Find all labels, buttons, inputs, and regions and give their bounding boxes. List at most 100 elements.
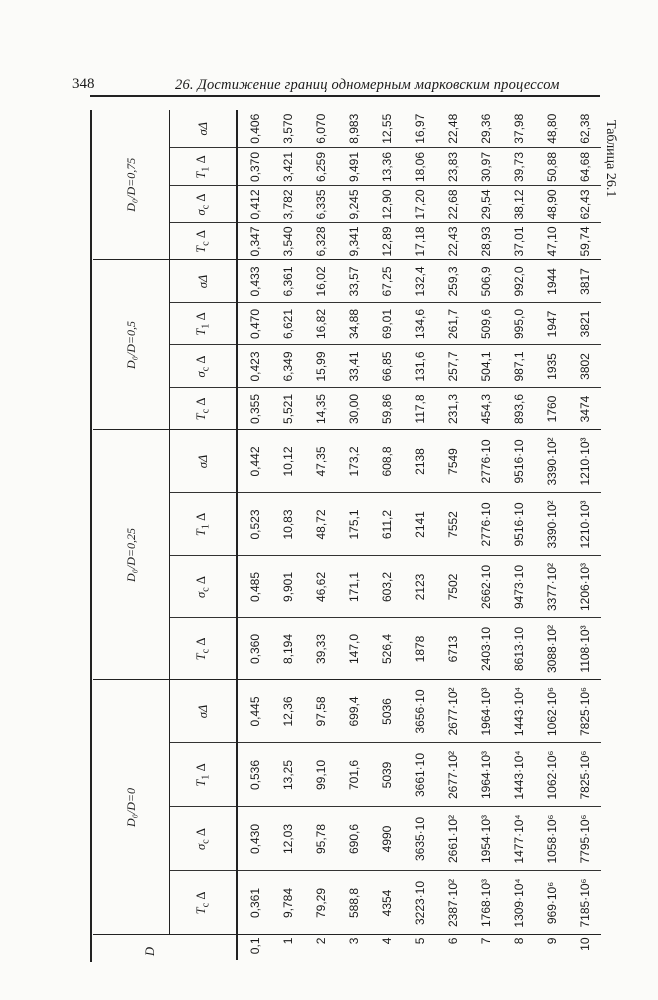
table-cell: 62,38	[568, 110, 601, 148]
subcolumn-symbol: T	[194, 907, 209, 915]
table-cell: 47,35	[304, 430, 337, 493]
subcolumn-header: σΔ	[169, 680, 237, 743]
table-cell: 9,901	[271, 556, 304, 618]
subcolumn-suffix: Δ	[194, 155, 209, 167]
table-cell: 6713	[436, 618, 469, 680]
table-cell: 10,12	[271, 430, 304, 493]
table-cell: 4990	[370, 807, 403, 871]
subcolumn-symbol: T	[194, 328, 209, 336]
table-cell: 12,89	[370, 223, 403, 260]
table-cell: 13,36	[370, 148, 403, 186]
table-cell: 3390·10²	[535, 493, 568, 556]
subcolumn-symbol: σ	[194, 591, 209, 598]
subcolumn-header: σc Δ	[169, 556, 237, 618]
subcolumn-header: σΔ	[169, 430, 237, 493]
table-cell: 0,536	[237, 743, 271, 807]
subcolumn-subscript: 1	[200, 166, 212, 172]
table-cell: 1443·10⁴	[502, 743, 535, 807]
table-cell: 231,3	[436, 388, 469, 430]
table-row: 4 4354 4990 5039 5036 526,4 603,2 611,2 608,8 59,…	[370, 110, 403, 960]
subcolumn-header: σΔ	[169, 110, 237, 148]
table-cell: 1206·10³	[568, 556, 601, 618]
subcolumn-subscript: c	[200, 648, 212, 654]
subcolumn-header: T1 Δ	[169, 743, 237, 807]
subcolumn-suffix: Δ	[194, 828, 209, 840]
table-cell: 99,10	[304, 743, 337, 807]
table-cell: 2138	[403, 430, 436, 493]
table-cell: 259,3	[436, 260, 469, 303]
table-cell: 67,25	[370, 260, 403, 303]
table-row: 2 79,29 95,78 99,10 97,58 39,33 46,62 48,72 47,3…	[304, 110, 337, 960]
table-cell: 1954·10³	[469, 807, 502, 871]
row-d-value: 1	[280, 937, 295, 945]
table-cell: 1210·10³	[568, 493, 601, 556]
table-cell: 134,6	[403, 303, 436, 345]
table-cell: 1062·10⁶	[535, 743, 568, 807]
table-cell: 2123	[403, 556, 436, 618]
table-cell: 992,0	[502, 260, 535, 303]
table-cell: 3661·10	[403, 743, 436, 807]
table-cell: 7825·10⁶	[568, 680, 601, 743]
group-header: D₀/D=0,25	[93, 430, 170, 680]
table-caption: Таблица 26.1	[603, 120, 618, 198]
table-cell: 8,983	[337, 110, 370, 148]
table-cell: 48,72	[304, 493, 337, 556]
table-cell: 4354	[370, 871, 403, 935]
table-cell: 9516·10	[502, 493, 535, 556]
subcolumn-subscript: c	[200, 204, 212, 210]
table-cell: 2677·10²	[436, 743, 469, 807]
table-cell: 23,83	[436, 148, 469, 186]
table-cell: 526,4	[370, 618, 403, 680]
table-cell: 59,86	[370, 388, 403, 430]
subcolumn-suffix: Δ	[194, 637, 209, 649]
table-cell: 28,93	[469, 223, 502, 260]
table-row: 10 7185·10⁶ 7795·10⁶ 7825·10⁶ 7825·10⁶ 1108·1…	[568, 110, 601, 960]
table-cell: 3390·10²	[535, 430, 568, 493]
table-cell: 13,25	[271, 743, 304, 807]
table-cell: 1443·10⁴	[502, 680, 535, 743]
subcolumn-header: σΔ	[169, 260, 237, 303]
running-title: 26. Достижение границ одномерным марковс…	[175, 77, 560, 93]
subcolumn-symbol: σΔ	[195, 454, 210, 469]
table-cell: 1935	[535, 345, 568, 388]
table-cell: 6,361	[271, 260, 304, 303]
table-cell: 7502	[436, 556, 469, 618]
table-cell: 10,83	[271, 493, 304, 556]
row-d-value: 10	[577, 937, 592, 951]
subcolumn-symbol: T	[194, 413, 209, 421]
table-cell: 9,245	[337, 186, 370, 223]
table-cell: 6,070	[304, 110, 337, 148]
table-cell: 48,90	[535, 186, 568, 223]
subcolumn-subscript: c	[200, 408, 212, 414]
row-d-value: 5	[412, 937, 427, 945]
table-row: 7 1768·10³ 1954·10³ 1964·10³ 1964·10³ 2403·10…	[469, 110, 502, 960]
table-cell: 0,412	[237, 186, 271, 223]
table-cell: 62,43	[568, 186, 601, 223]
table-cell: 22,43	[436, 223, 469, 260]
table-cell: 6,621	[271, 303, 304, 345]
table-cell: 97,58	[304, 680, 337, 743]
row-d-value: 4	[379, 937, 394, 945]
table-cell: 3802	[568, 345, 601, 388]
subcolumn-header: Tc Δ	[169, 871, 237, 935]
table-cell: 0,406	[237, 110, 271, 148]
table-cell: 7825·10⁶	[568, 743, 601, 807]
table-cell: 454,3	[469, 388, 502, 430]
subcolumn-subscript: 1	[200, 774, 212, 780]
table-cell: 699,4	[337, 680, 370, 743]
table-cell: 5036	[370, 680, 403, 743]
table-row: 9 969·10⁶ 1058·10⁶ 1062·10⁶ 1062·10⁶ 3088·10²…	[535, 110, 568, 960]
table-cell: 8,194	[271, 618, 304, 680]
subcolumn-header: σc Δ	[169, 345, 237, 388]
subcolumn-symbol: T	[194, 529, 209, 537]
table-cell: 79,29	[304, 871, 337, 935]
table-cell: 588,8	[337, 871, 370, 935]
table-cell: 3,540	[271, 223, 304, 260]
table-cell: 5,521	[271, 388, 304, 430]
table-cell: 1760	[535, 388, 568, 430]
table-cell: 50,88	[535, 148, 568, 186]
table-cell: 12,36	[271, 680, 304, 743]
subcolumn-header: σc Δ	[169, 186, 237, 223]
table-cell: 7185·10⁶	[568, 871, 601, 935]
